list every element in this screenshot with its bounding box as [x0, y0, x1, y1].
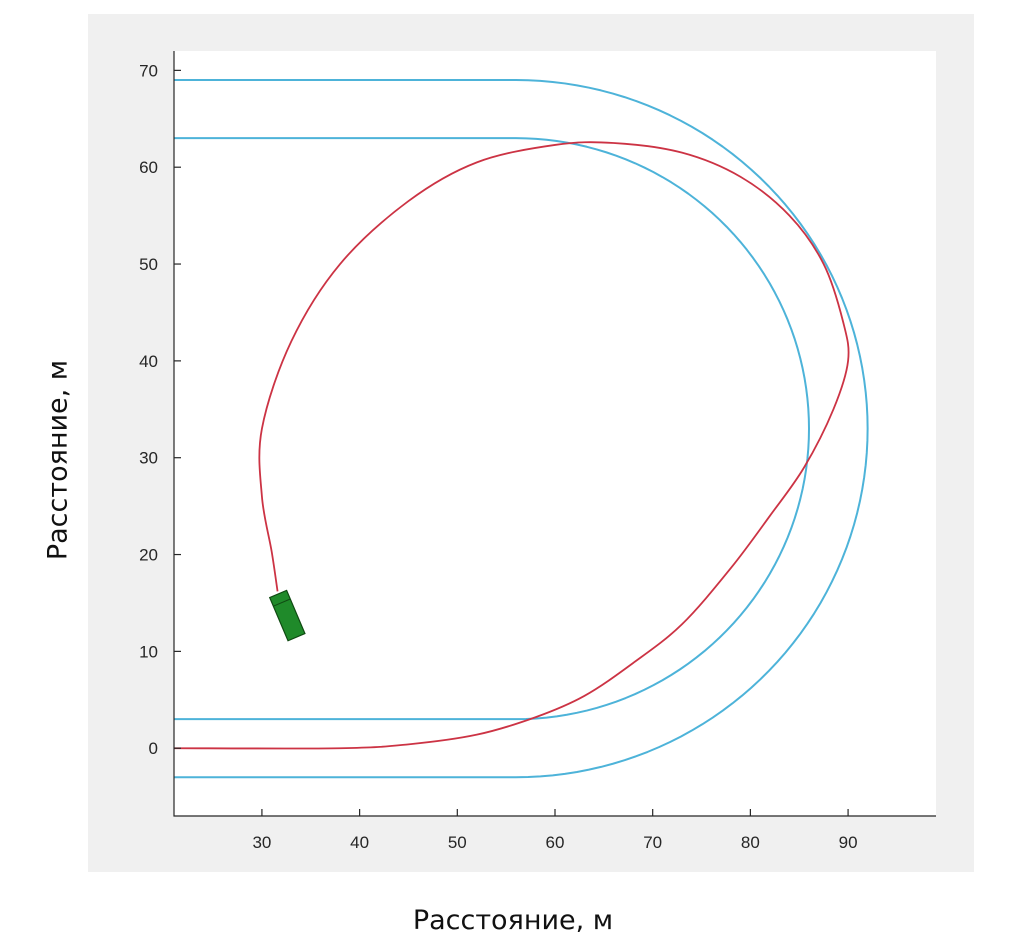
x-tick-label: 30 — [252, 833, 271, 852]
x-tick-label: 40 — [350, 833, 369, 852]
x-tick-label: 50 — [448, 833, 467, 852]
vehicle-path-line — [173, 141, 850, 750]
y-axis-title: Расстояние, м — [42, 359, 74, 561]
x-tick-label: 90 — [839, 833, 858, 852]
y-tick-label: 30 — [139, 449, 158, 468]
y-tick-label: 50 — [139, 255, 158, 274]
vehicle-body — [268, 589, 306, 642]
y-tick-label: 20 — [139, 546, 158, 565]
x-axis-title: Расстояние, м — [412, 905, 614, 936]
y-tick-label: 60 — [139, 158, 158, 177]
y-tick-label: 10 — [139, 642, 158, 661]
lane-boundary-line-2 — [174, 137, 810, 721]
y-tick-label: 70 — [139, 61, 158, 80]
vehicle-layer — [268, 589, 306, 642]
y-tick-label: 0 — [149, 739, 158, 758]
vehicle — [268, 589, 306, 642]
vehicle-rear-line — [273, 598, 291, 607]
x-tick-label: 70 — [643, 833, 662, 852]
x-tick-label: 80 — [741, 833, 760, 852]
y-tick-label: 40 — [139, 352, 158, 371]
lane-boundary-line-1 — [174, 79, 869, 779]
x-tick-label: 60 — [546, 833, 565, 852]
axes-layer: 30 40 50 60 70 80 90 0 10 20 30 40 50 60 70 — [139, 51, 936, 852]
series-layer — [173, 79, 869, 779]
